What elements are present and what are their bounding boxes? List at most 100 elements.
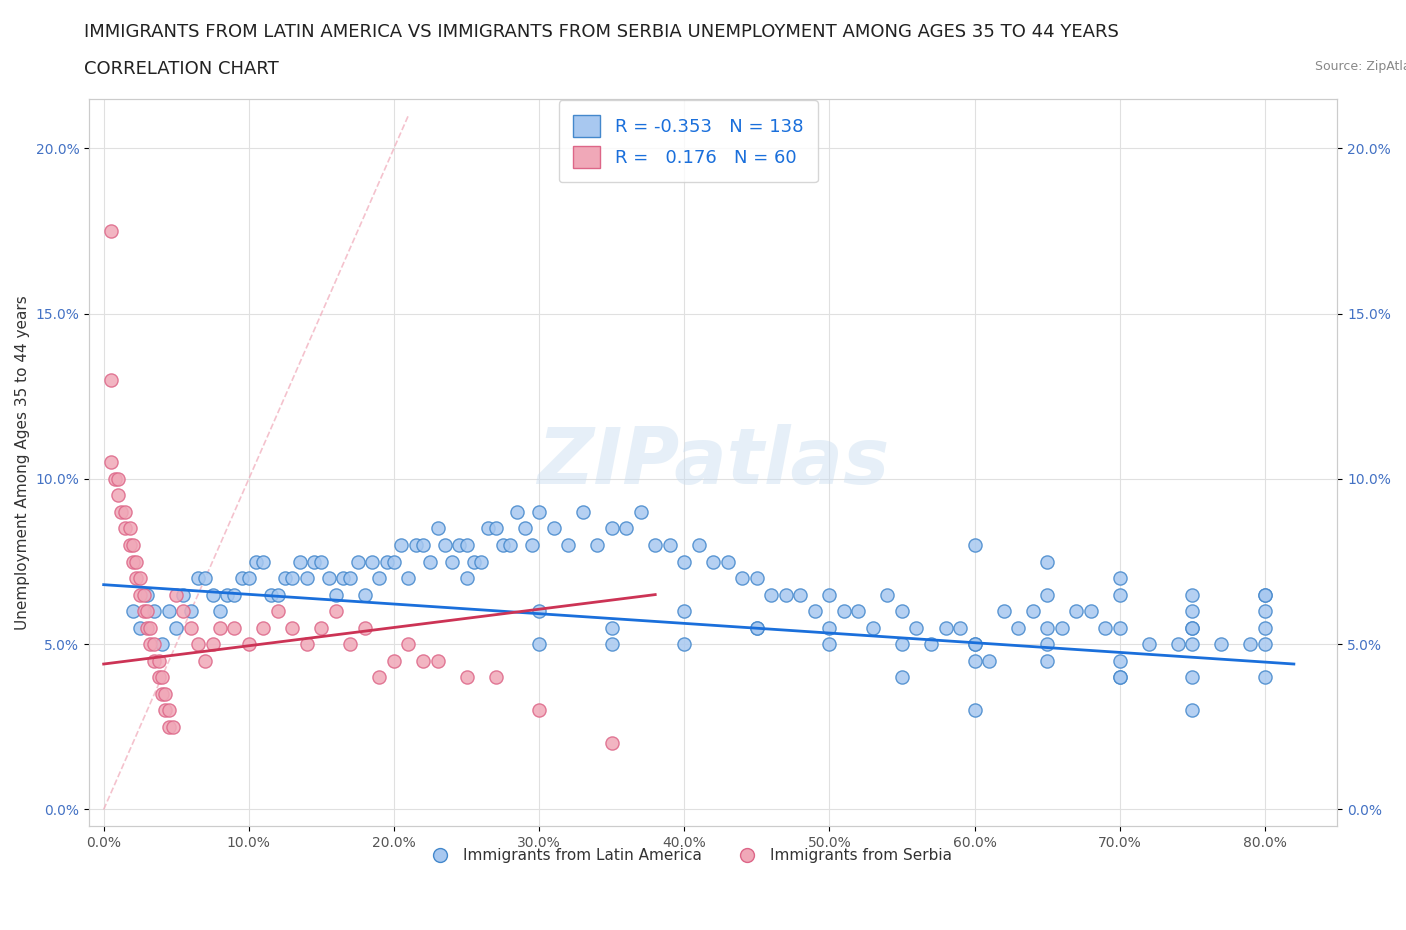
- Point: [325, 604, 347, 618]
- Point: [499, 538, 522, 552]
- Point: [398, 637, 420, 652]
- Point: [614, 521, 637, 536]
- Point: [934, 620, 956, 635]
- Point: [1211, 637, 1233, 652]
- Point: [1254, 587, 1277, 602]
- Point: [104, 472, 127, 486]
- Point: [949, 620, 972, 635]
- Point: [136, 604, 159, 618]
- Point: [456, 670, 478, 684]
- Point: [789, 587, 811, 602]
- Point: [818, 587, 841, 602]
- Point: [644, 538, 666, 552]
- Point: [963, 637, 986, 652]
- Point: [600, 637, 623, 652]
- Point: [832, 604, 855, 618]
- Point: [426, 653, 449, 668]
- Point: [1036, 554, 1059, 569]
- Text: CORRELATION CHART: CORRELATION CHART: [84, 60, 280, 78]
- Point: [139, 620, 162, 635]
- Point: [114, 504, 136, 519]
- Legend: Immigrants from Latin America, Immigrants from Serbia: Immigrants from Latin America, Immigrant…: [419, 842, 959, 870]
- Point: [1181, 587, 1204, 602]
- Point: [630, 504, 652, 519]
- Point: [673, 637, 696, 652]
- Point: [1254, 670, 1277, 684]
- Point: [252, 620, 274, 635]
- Point: [848, 604, 870, 618]
- Point: [963, 653, 986, 668]
- Point: [180, 620, 202, 635]
- Point: [118, 521, 141, 536]
- Point: [398, 571, 420, 586]
- Point: [419, 554, 441, 569]
- Point: [134, 587, 156, 602]
- Point: [731, 571, 754, 586]
- Point: [129, 571, 152, 586]
- Point: [267, 604, 290, 618]
- Point: [862, 620, 884, 635]
- Point: [1036, 587, 1059, 602]
- Point: [527, 703, 550, 718]
- Point: [1181, 703, 1204, 718]
- Point: [368, 571, 391, 586]
- Point: [433, 538, 456, 552]
- Point: [745, 620, 768, 635]
- Point: [129, 620, 152, 635]
- Point: [1108, 587, 1130, 602]
- Point: [804, 604, 827, 618]
- Point: [157, 604, 180, 618]
- Point: [332, 571, 354, 586]
- Point: [107, 488, 129, 503]
- Point: [527, 604, 550, 618]
- Point: [673, 604, 696, 618]
- Point: [311, 620, 333, 635]
- Point: [702, 554, 724, 569]
- Point: [148, 653, 170, 668]
- Point: [100, 455, 122, 470]
- Point: [162, 720, 184, 735]
- Point: [121, 604, 143, 618]
- Point: [194, 653, 217, 668]
- Point: [354, 587, 377, 602]
- Point: [405, 538, 427, 552]
- Point: [1108, 571, 1130, 586]
- Point: [153, 686, 176, 701]
- Point: [238, 637, 260, 652]
- Point: [339, 637, 361, 652]
- Point: [361, 554, 384, 569]
- Point: [143, 637, 166, 652]
- Point: [520, 538, 543, 552]
- Point: [717, 554, 740, 569]
- Point: [389, 538, 412, 552]
- Point: [818, 620, 841, 635]
- Point: [673, 554, 696, 569]
- Point: [1050, 620, 1073, 635]
- Point: [180, 604, 202, 618]
- Point: [1254, 604, 1277, 618]
- Point: [1036, 653, 1059, 668]
- Point: [150, 637, 173, 652]
- Point: [426, 521, 449, 536]
- Point: [1036, 637, 1059, 652]
- Text: IMMIGRANTS FROM LATIN AMERICA VS IMMIGRANTS FROM SERBIA UNEMPLOYMENT AMONG AGES : IMMIGRANTS FROM LATIN AMERICA VS IMMIGRA…: [84, 23, 1119, 41]
- Point: [368, 670, 391, 684]
- Point: [201, 587, 224, 602]
- Point: [1108, 653, 1130, 668]
- Point: [157, 720, 180, 735]
- Point: [252, 554, 274, 569]
- Point: [245, 554, 267, 569]
- Point: [1064, 604, 1087, 618]
- Point: [477, 521, 499, 536]
- Point: [259, 587, 281, 602]
- Point: [761, 587, 783, 602]
- Point: [238, 571, 260, 586]
- Point: [118, 538, 141, 552]
- Point: [231, 571, 253, 586]
- Text: Source: ZipAtlas.com: Source: ZipAtlas.com: [1315, 60, 1406, 73]
- Point: [891, 604, 914, 618]
- Point: [1036, 620, 1059, 635]
- Point: [1181, 670, 1204, 684]
- Point: [571, 504, 593, 519]
- Point: [688, 538, 710, 552]
